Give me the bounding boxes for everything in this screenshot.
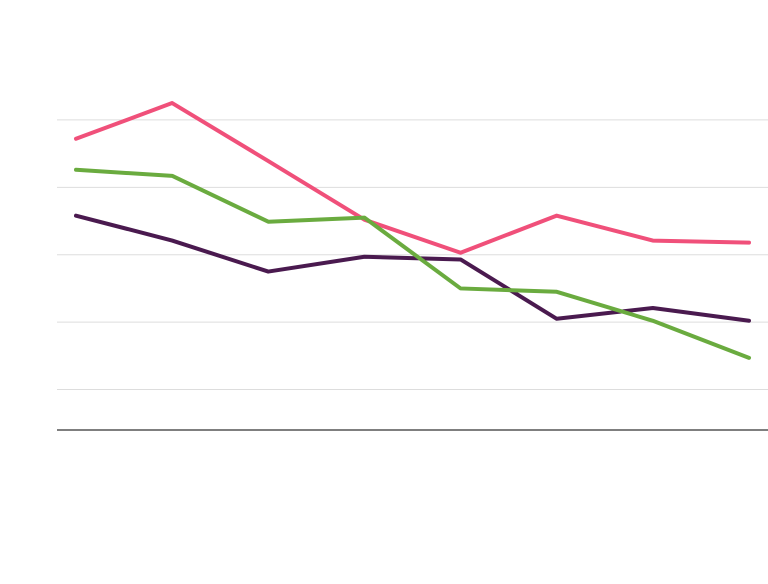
line-series: [74, 167, 751, 360]
line-series: [74, 101, 751, 255]
line-series: [74, 213, 751, 323]
